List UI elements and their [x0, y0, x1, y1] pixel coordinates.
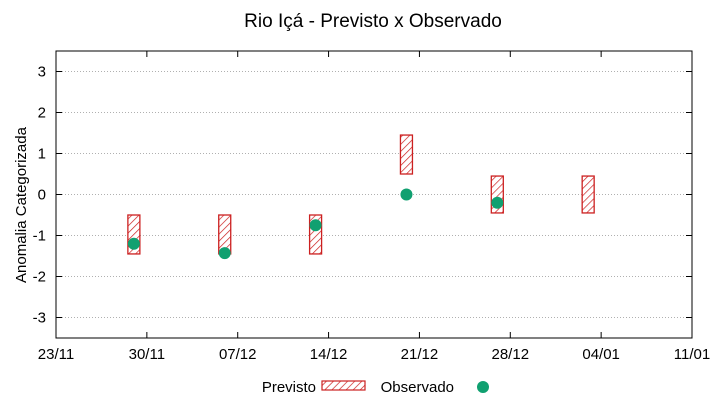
y-tick-label: 2	[38, 105, 46, 122]
x-tick-label: 23/11	[38, 346, 74, 363]
marks-layer	[127, 134, 595, 260]
observado-point	[400, 188, 413, 201]
grid-layer	[56, 71, 692, 318]
axis-layer: -3 -2 -1 0 1 2 3 23/11 30/11 07/12 14/12 21/12 28/12…	[33, 50, 710, 363]
x-tick-label: 11/01	[674, 346, 710, 363]
y-tick-label: 0	[38, 187, 46, 204]
x-tick-label: 07/12	[219, 346, 257, 363]
observado-point	[218, 247, 231, 260]
previsto-range-box	[581, 175, 595, 214]
legend-label-previsto: Previsto	[262, 379, 316, 396]
x-tick-label: 30/11	[129, 346, 165, 363]
observado-point	[491, 196, 504, 209]
x-tick-label: 28/12	[492, 346, 530, 363]
x-tick-label: 14/12	[310, 346, 348, 363]
x-tick-label: 04/01	[582, 346, 620, 363]
x-tick-label: 21/12	[401, 346, 439, 363]
y-tick-label: -3	[33, 310, 46, 327]
y-tick-label: 1	[38, 146, 46, 163]
y-tick-label: -1	[33, 228, 46, 245]
legend-swatch-previsto	[321, 380, 366, 391]
y-axis-label: Anomalia Categorizada	[13, 126, 30, 283]
legend: Previsto Observado	[262, 379, 489, 396]
y-tick-label: -2	[33, 269, 46, 286]
observado-point	[309, 219, 322, 232]
y-tick-label: 3	[38, 64, 46, 81]
chart-title: Rio Içá - Previsto x Observado	[244, 11, 502, 32]
legend-swatch-observado	[477, 381, 489, 393]
previsto-range-box	[399, 134, 414, 175]
observado-point	[127, 237, 140, 250]
legend-label-observado: Observado	[381, 379, 454, 396]
